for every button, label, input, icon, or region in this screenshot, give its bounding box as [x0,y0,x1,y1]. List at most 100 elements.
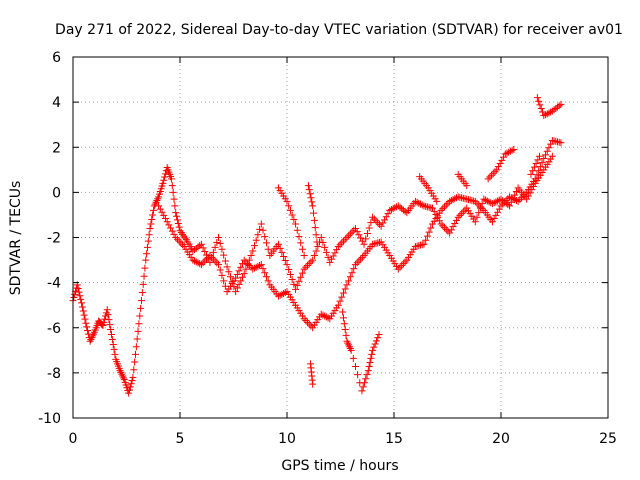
data-point [357,234,365,242]
data-point [363,229,371,237]
data-point [309,380,317,388]
data-point [446,197,454,205]
data-point [370,215,378,223]
data-point [372,337,380,345]
y-tick-label: 2 [52,140,61,156]
data-point [516,196,524,204]
data-point [506,193,514,201]
data-point [244,260,252,268]
data-point [199,244,207,252]
data-point [262,239,270,247]
data-point [154,195,162,203]
data-point [351,224,359,232]
data-point [484,175,492,183]
data-point [307,322,315,330]
data-point [417,200,425,208]
data-point [160,176,168,184]
data-point [167,175,175,183]
data-point [285,202,293,210]
x-tick-label: 5 [176,431,185,447]
data-point [351,261,359,269]
data-point [451,220,459,228]
data-point [338,239,346,247]
data-point [490,199,498,207]
data-point [545,109,553,117]
data-point [345,232,353,240]
data-point [213,238,221,246]
data-point [483,197,491,205]
data-point [136,312,144,320]
data-point [137,297,145,305]
data-point [304,261,312,269]
data-point [319,238,327,246]
data-point [441,224,449,232]
data-point [360,240,368,248]
data-point [372,217,380,225]
data-point [437,220,445,228]
data-point [538,159,546,167]
data-point [510,146,518,154]
data-point [141,264,149,272]
data-point [557,100,565,108]
data-point [415,199,423,207]
data-point [533,171,541,179]
data-point [519,192,527,200]
data-point [493,166,501,174]
data-point [370,343,378,351]
data-point [338,293,346,301]
data-point [250,264,258,272]
data-point [439,205,447,213]
data-point [233,271,241,279]
data-point [336,241,344,249]
data-point [242,258,250,266]
data-point [365,224,373,232]
data-point [173,216,181,224]
data-point [189,256,197,264]
data-point [131,358,139,366]
data-point [423,232,431,240]
data-point [490,215,498,223]
data-point [341,285,349,293]
data-point [127,380,135,388]
data-point [79,307,87,315]
data-point [247,252,255,260]
data-point [543,110,551,118]
data-point [128,377,136,385]
data-point [132,343,140,351]
series-group [155,136,565,332]
data-point [281,289,289,297]
data-point [401,207,409,215]
data-point [328,255,336,263]
data-point [83,323,91,331]
data-point [350,265,358,273]
data-point [240,270,248,278]
data-point [364,367,372,375]
data-point [542,111,550,119]
data-point [447,226,455,234]
y-tick-label: -2 [47,231,61,247]
data-point [542,151,550,159]
data-point [506,147,514,155]
data-point [495,205,503,213]
data-point [500,153,508,161]
data-point [340,320,348,328]
data-point [369,213,377,221]
data-point [503,149,511,157]
data-point [281,257,289,265]
data-point [341,235,349,243]
data-point [116,367,124,375]
data-point [349,354,357,362]
data-point [245,261,253,269]
data-point [250,242,258,250]
data-point [288,211,296,219]
data-point [535,97,543,105]
data-point [347,346,355,354]
data-point [321,312,329,320]
data-point [488,200,496,208]
data-point [280,289,288,297]
data-point [506,202,514,210]
data-point [181,234,189,242]
data-point [358,253,366,261]
data-point [429,204,437,212]
data-point [300,315,308,323]
